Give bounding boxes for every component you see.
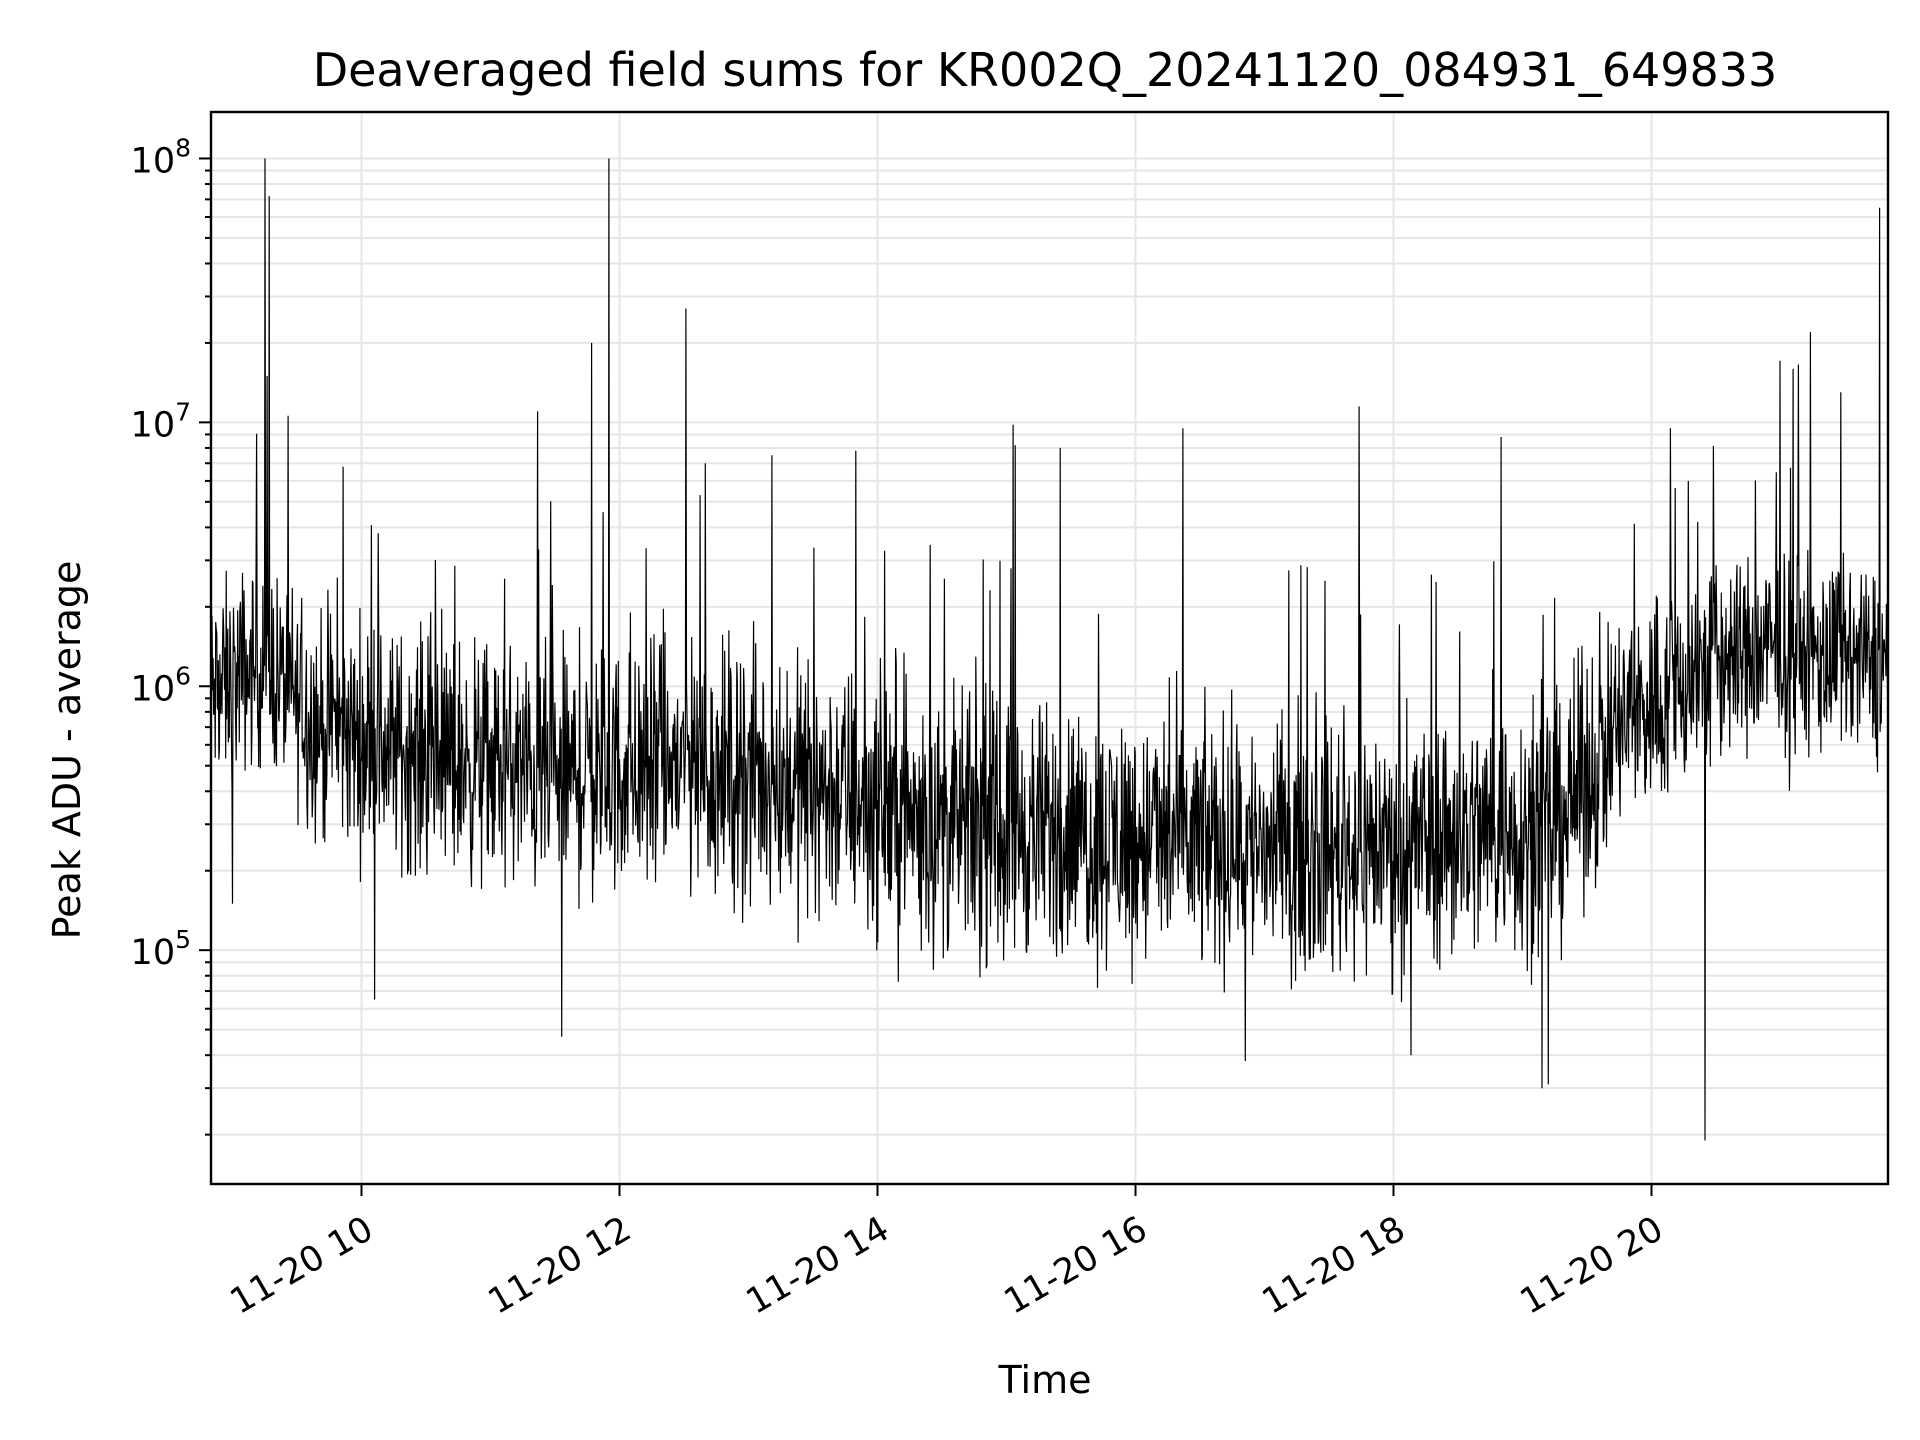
y-axis-label: Peak ADU - average — [45, 561, 89, 940]
plot-frame — [209, 110, 1890, 1186]
chart-title: Deaveraged field sums for KR002Q_2024112… — [313, 43, 1778, 97]
series-line — [210, 158, 1889, 1141]
y-tick-label: 107 — [131, 397, 191, 445]
x-axis-label: Time — [998, 1358, 1092, 1402]
y-tick-label: 106 — [131, 661, 191, 709]
data-series — [210, 158, 1889, 1141]
y-tick-label: 105 — [131, 925, 191, 973]
y-tick-label: 108 — [131, 133, 191, 181]
y-axis: 105 106 107 108 — [131, 133, 211, 1136]
